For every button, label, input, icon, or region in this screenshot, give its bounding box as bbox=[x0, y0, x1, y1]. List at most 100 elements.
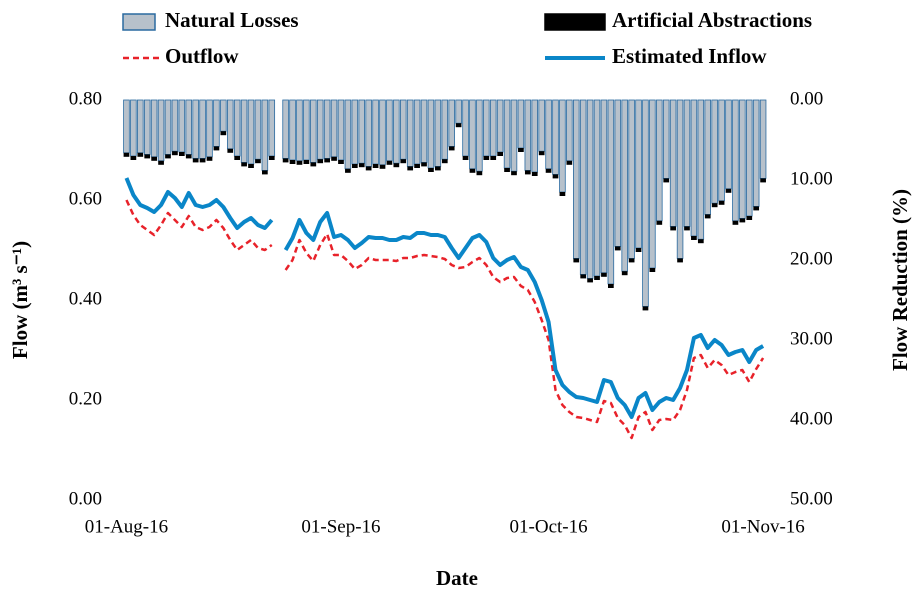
bar bbox=[739, 99, 746, 219]
bar bbox=[469, 168, 476, 173]
bar bbox=[130, 156, 137, 160]
y-tick-label: 0.20 bbox=[69, 388, 102, 409]
bar bbox=[517, 99, 525, 149]
bar bbox=[594, 276, 600, 280]
bar bbox=[323, 99, 331, 159]
bar bbox=[746, 99, 753, 217]
bar bbox=[137, 152, 144, 157]
bar bbox=[345, 168, 351, 173]
legend-label: Estimated Inflow bbox=[612, 44, 767, 68]
legend-swatch bbox=[544, 13, 606, 31]
bar bbox=[635, 99, 642, 249]
bar bbox=[566, 160, 573, 165]
bar bbox=[697, 239, 704, 244]
bar bbox=[421, 162, 427, 167]
x-tick-label: 01-Aug-16 bbox=[85, 516, 168, 537]
bar bbox=[704, 99, 712, 215]
bar bbox=[531, 172, 538, 176]
bar bbox=[268, 156, 275, 160]
bar bbox=[552, 174, 559, 179]
bar bbox=[704, 214, 711, 219]
bar bbox=[462, 156, 469, 160]
legend-label: Natural Losses bbox=[165, 8, 299, 32]
bar bbox=[248, 164, 254, 168]
y-tick-label: 0.80 bbox=[69, 88, 102, 109]
bar bbox=[143, 99, 151, 155]
bar bbox=[483, 156, 490, 160]
bar bbox=[262, 170, 268, 175]
bar bbox=[414, 164, 420, 168]
bar bbox=[497, 152, 503, 156]
bar bbox=[718, 200, 725, 205]
bar bbox=[289, 160, 296, 164]
bar bbox=[123, 99, 130, 154]
bar bbox=[448, 146, 455, 151]
bar bbox=[379, 164, 386, 169]
bar bbox=[165, 154, 171, 159]
bar bbox=[732, 220, 739, 225]
bar bbox=[489, 99, 497, 157]
bar bbox=[386, 160, 393, 165]
bar bbox=[213, 146, 220, 151]
bar bbox=[171, 99, 179, 152]
legend-swatch bbox=[122, 13, 156, 31]
bar bbox=[656, 99, 663, 222]
bar bbox=[496, 99, 504, 153]
bar bbox=[303, 99, 310, 161]
bar bbox=[220, 99, 227, 132]
bar bbox=[178, 152, 185, 156]
bar bbox=[158, 160, 164, 165]
bar bbox=[393, 163, 400, 168]
bar bbox=[241, 162, 247, 167]
bar bbox=[559, 192, 566, 196]
x-tick-label: 01-Oct-16 bbox=[510, 516, 588, 537]
bar bbox=[337, 99, 345, 161]
bar bbox=[130, 99, 137, 157]
bar bbox=[586, 99, 594, 279]
bar bbox=[379, 99, 386, 166]
bar bbox=[545, 99, 552, 170]
bar bbox=[150, 99, 158, 158]
y2-tick-label: 20.00 bbox=[790, 248, 833, 269]
bar bbox=[123, 152, 130, 157]
bar bbox=[676, 99, 684, 259]
bar bbox=[185, 154, 192, 159]
bar bbox=[753, 206, 760, 211]
bar bbox=[670, 226, 676, 231]
bar bbox=[759, 99, 767, 179]
bar bbox=[178, 99, 186, 153]
bar bbox=[608, 284, 614, 288]
bar bbox=[455, 123, 462, 128]
bar bbox=[289, 99, 296, 161]
bar bbox=[662, 99, 670, 179]
bar bbox=[310, 162, 317, 167]
bar bbox=[407, 166, 414, 171]
bar bbox=[725, 99, 732, 190]
bar bbox=[351, 99, 359, 165]
bar bbox=[386, 99, 393, 162]
bar bbox=[504, 168, 510, 172]
bar bbox=[545, 168, 552, 173]
bar bbox=[344, 99, 352, 170]
bar bbox=[226, 99, 234, 150]
bar bbox=[760, 178, 766, 183]
bar bbox=[192, 99, 199, 159]
bar bbox=[240, 99, 248, 163]
bar bbox=[435, 166, 441, 171]
bar bbox=[296, 160, 303, 165]
bar bbox=[413, 99, 421, 165]
bar bbox=[316, 99, 324, 160]
bar bbox=[725, 188, 732, 193]
bar bbox=[144, 154, 151, 159]
bar bbox=[746, 216, 753, 220]
bar bbox=[157, 99, 165, 162]
bar bbox=[247, 99, 255, 165]
line bbox=[125, 199, 765, 440]
bar bbox=[372, 164, 379, 168]
bar bbox=[656, 220, 663, 225]
bar bbox=[469, 99, 476, 170]
bar bbox=[649, 268, 656, 272]
bar bbox=[607, 99, 615, 285]
bar bbox=[711, 203, 718, 208]
